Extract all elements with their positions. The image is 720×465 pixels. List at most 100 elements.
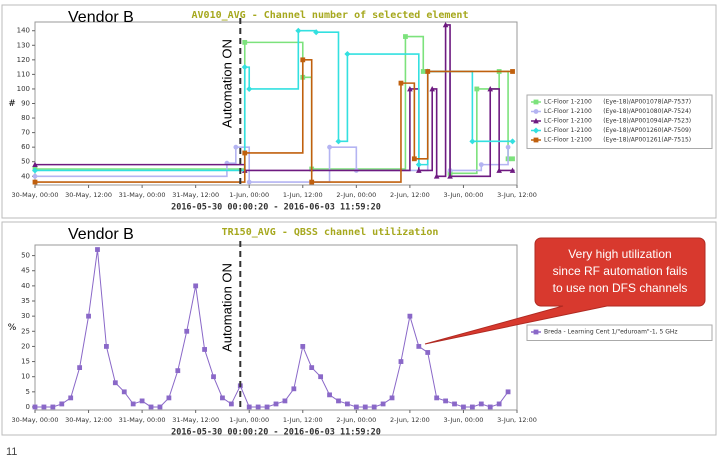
marker — [443, 398, 448, 404]
marker — [469, 138, 476, 145]
step-segment — [436, 24, 447, 178]
y-tick-label: 60 — [21, 143, 30, 151]
step-segment — [490, 88, 500, 171]
step-segment — [418, 88, 434, 172]
x-tick-label: 1-Jun, 00:00 — [229, 416, 269, 424]
marker — [309, 179, 315, 185]
marker — [420, 69, 426, 74]
x-tick-label: 3-Jun, 00:00 — [444, 416, 484, 424]
marker — [469, 404, 475, 410]
x-tick-label: 3-Jun, 00:00 — [444, 191, 484, 199]
y-tick-label: 70 — [21, 129, 30, 137]
vendor-label: Vendor B — [68, 9, 134, 26]
marker — [86, 313, 91, 319]
marker — [300, 344, 306, 349]
x-tick-label: 3-Jun, 12:00 — [497, 416, 537, 424]
callout-shape — [424, 237, 706, 345]
page-number: 11 — [6, 446, 17, 458]
legend-label: LC-Floor 1-2100 (Eye-18)/AP001078(AP-753… — [544, 99, 691, 106]
marker — [32, 179, 38, 185]
marker — [255, 404, 261, 410]
marker — [371, 404, 377, 410]
x-tick-label: 1-Jun, 00:00 — [229, 191, 269, 199]
automation-label: Automation ON — [220, 39, 235, 128]
step-segment — [35, 152, 246, 183]
marker — [398, 359, 404, 364]
marker — [380, 401, 386, 407]
marker — [264, 404, 270, 410]
x-tick-label: 31-May, 00:00 — [119, 191, 166, 199]
marker — [510, 69, 515, 74]
y-tick-label: 80 — [21, 114, 30, 122]
x-tick-label: 30-May, 12:00 — [65, 191, 112, 199]
marker — [452, 401, 457, 407]
y-tick-label: 30 — [21, 312, 30, 320]
marker — [41, 404, 47, 410]
marker — [175, 368, 181, 374]
x-axis-label: 2016-05-30 00:00:20 - 2016-06-03 11:59:2… — [171, 203, 381, 213]
callout-text: since RF automation fails — [553, 264, 688, 278]
y-tick-label: 45 — [21, 267, 30, 275]
x-tick-label: 31-May, 12:00 — [172, 416, 219, 424]
marker — [246, 404, 252, 410]
legend-box — [526, 94, 713, 149]
legend-box — [526, 324, 713, 341]
y-axis-label: # — [8, 99, 16, 109]
marker — [389, 395, 395, 401]
step-segment — [244, 88, 411, 172]
marker — [407, 85, 413, 92]
y-tick-label: 40 — [21, 282, 30, 290]
marker — [509, 138, 516, 145]
x-tick-label: 2-Jun, 12:00 — [390, 191, 430, 199]
step-segment — [311, 83, 402, 183]
marker — [241, 64, 248, 71]
y-tick-label: 140 — [17, 27, 30, 35]
marker — [487, 85, 494, 92]
marker — [32, 173, 38, 179]
marker — [282, 398, 288, 404]
marker — [496, 167, 502, 173]
marker — [327, 392, 332, 398]
marker — [434, 395, 440, 401]
marker — [533, 109, 539, 114]
marker — [505, 144, 511, 150]
marker — [398, 80, 404, 86]
marker — [411, 156, 417, 162]
step-segment — [405, 35, 425, 72]
marker — [32, 161, 38, 168]
x-tick-label: 31-May, 00:00 — [119, 416, 166, 424]
callout-text: Very high utilization — [568, 247, 671, 261]
marker — [32, 167, 38, 174]
callout-text: to use non DFS channels — [553, 281, 688, 295]
marker — [505, 389, 511, 395]
marker — [461, 404, 466, 410]
marker — [510, 156, 515, 162]
y-tick-label: 110 — [17, 70, 30, 78]
y-tick-label: 100 — [17, 85, 30, 93]
legend-label: LC-Floor 1-2100 (Eye-18)/AP001261(AP-751… — [544, 137, 691, 144]
series-line — [35, 249, 509, 408]
marker — [228, 401, 234, 407]
vendor-label: Vendor B — [68, 226, 134, 243]
legend-label: LC-Floor 1-2100 (Eye-18)/AP001094(AP-752… — [544, 118, 691, 125]
marker — [533, 118, 539, 124]
marker — [429, 85, 436, 92]
x-tick-label: 3-Jun, 12:00 — [497, 191, 537, 199]
marker — [353, 404, 359, 410]
marker — [344, 51, 351, 58]
y-tick-label: 40 — [21, 172, 30, 180]
marker — [327, 144, 332, 150]
step-segment — [400, 82, 416, 159]
marker — [496, 401, 502, 407]
marker — [220, 395, 225, 401]
marker — [318, 374, 324, 380]
marker — [313, 29, 320, 36]
marker — [233, 144, 239, 150]
marker — [478, 162, 484, 168]
y-tick-label: 120 — [17, 56, 30, 64]
marker — [533, 127, 539, 134]
marker — [211, 374, 216, 380]
marker — [184, 328, 190, 334]
marker — [139, 398, 145, 404]
